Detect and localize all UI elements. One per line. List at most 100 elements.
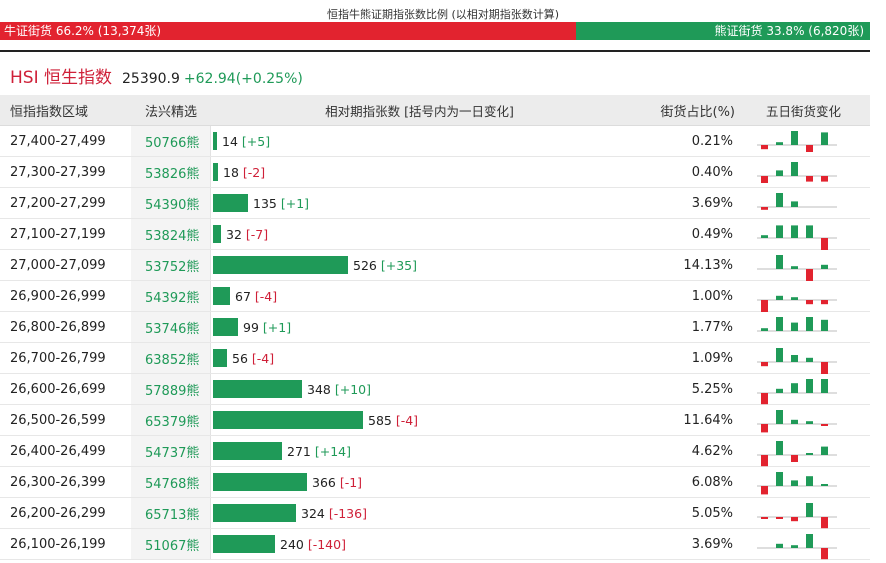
trend-sparkline [757,503,837,529]
warrant-code-link[interactable]: 50766熊 [131,126,210,156]
contracts-bar [213,535,275,553]
contracts-value: 585 [368,412,396,428]
pct-cell: 5.05% [691,505,733,521]
five-day-trend [737,467,870,497]
range-cell: 26,400-26,499 [10,443,106,459]
warrant-code-link[interactable]: 63852熊 [131,343,210,373]
table-row: 27,100-27,199 53824熊 32 [-7] 0.49% [0,219,870,250]
trend-bar [791,545,798,548]
contracts-text: 240 [-140] [280,537,346,552]
trend-bar [776,295,783,300]
bull-bear-ratio-bar: 牛证街货 66.2% (13,374张) 熊证街货 33.8% (6,820张) [0,22,870,40]
pct-cell: 14.13% [683,257,733,273]
five-day-trend [737,529,870,560]
contracts-text: 32 [-7] [226,227,268,242]
contracts-value: 240 [280,536,308,552]
five-day-trend [737,405,870,435]
contracts-cell: 32 [-7] [210,219,627,249]
contracts-bar [213,132,217,150]
table-row: 26,400-26,499 54737熊 271 [+14] 4.62% [0,436,870,467]
trend-sparkline [757,441,837,467]
contracts-value: 324 [301,505,329,521]
warrant-code-link[interactable]: 51067熊 [131,529,210,559]
contracts-bar [213,380,302,398]
trend-bar [791,201,798,207]
index-change: +62.94(+0.25%) [183,71,303,87]
index-summary: HSI 恒生指数 25390.9 +62.94(+0.25%) [10,63,303,88]
trend-bar [761,145,768,150]
trend-sparkline [757,162,837,183]
trend-sparkline [757,255,837,281]
warrant-code-link[interactable]: 54390熊 [131,188,210,218]
col-header-pct: 街货占比(%) [660,104,736,120]
trend-sparkline [757,379,837,405]
contracts-text: 366 [-1] [312,475,362,490]
range-cell: 26,300-26,399 [10,474,106,490]
trend-bar [821,446,828,455]
range-cell: 27,400-27,499 [10,133,106,149]
trend-bar [761,455,768,467]
trend-bar [791,480,798,486]
trend-bar [776,255,783,269]
pct-cell: 1.00% [691,288,733,304]
table-row: 26,800-26,899 53746熊 99 [+1] 1.77% [0,312,870,343]
trend-bar [821,264,828,269]
trend-bar [821,238,828,250]
trend-bar [791,383,798,393]
table-row: 26,500-26,599 65379熊 585 [-4] 11.64% [0,405,870,436]
five-day-trend [737,436,870,467]
contracts-value: 271 [287,443,315,459]
warrant-code-link[interactable]: 54737熊 [131,436,210,466]
trend-bar [761,362,768,367]
contracts-text: 271 [+14] [287,444,351,459]
warrant-code-link[interactable]: 53826熊 [131,157,210,187]
bear-distribution-table: 恒指指数区域 法兴精选 相对期指张数 [括号内为一日变化] 街货占比(%) 五日… [0,95,870,560]
contracts-cell: 240 [-140] [210,529,627,559]
table-header: 恒指指数区域 法兴精选 相对期指张数 [括号内为一日变化] 街货占比(%) 五日… [0,95,870,126]
trend-bar [776,472,783,486]
contracts-text: 526 [+35] [353,258,417,273]
contracts-value: 366 [312,474,340,490]
warrant-code-link[interactable]: 57889熊 [131,374,210,404]
contracts-cell: 348 [+10] [210,374,627,404]
pct-cell: 0.40% [691,164,733,180]
range-cell: 27,300-27,399 [10,164,106,180]
contracts-bar [213,349,227,367]
contracts-text: 14 [+5] [222,134,270,149]
section-divider [0,50,870,52]
table-row: 26,700-26,799 63852熊 56 [-4] 1.09% [0,343,870,374]
warrant-code-link[interactable]: 53752熊 [131,250,210,280]
trend-bar [791,225,798,238]
table-row: 26,300-26,399 54768熊 366 [-1] 6.08% [0,467,870,498]
pct-cell: 0.21% [691,133,733,149]
warrant-code-link[interactable]: 54392熊 [131,281,210,311]
contracts-cell: 526 [+35] [210,250,627,280]
daily-change: [-4] [251,350,275,366]
table-row: 26,200-26,299 65713熊 324 [-136] 5.05% [0,498,870,529]
contracts-value: 348 [307,381,335,397]
pct-cell: 0.49% [691,226,733,242]
warrant-code-link[interactable]: 54768熊 [131,467,210,497]
contracts-value: 526 [353,257,381,273]
daily-change: [-4] [254,288,278,304]
daily-change: [-140] [307,536,346,552]
trend-bar [776,170,783,176]
warrant-code-link[interactable]: 53746熊 [131,312,210,342]
trend-bar [791,266,798,269]
contracts-text: 585 [-4] [368,413,418,428]
contracts-text: 18 [-2] [223,165,265,180]
range-cell: 26,900-26,999 [10,288,106,304]
contracts-cell: 585 [-4] [210,405,627,435]
trend-bar [806,379,813,393]
trend-sparkline [757,534,837,560]
five-day-trend [737,219,870,250]
warrant-code-link[interactable]: 53824熊 [131,219,210,249]
warrant-code-link[interactable]: 65713熊 [131,498,210,528]
trend-sparkline [757,295,837,312]
trend-sparkline [757,410,837,433]
index-name[interactable]: HSI 恒生指数 [10,68,112,88]
warrant-code-link[interactable]: 65379熊 [131,405,210,435]
trend-bar [806,300,813,305]
contracts-bar [213,287,230,305]
contracts-cell: 135 [+1] [210,188,627,218]
